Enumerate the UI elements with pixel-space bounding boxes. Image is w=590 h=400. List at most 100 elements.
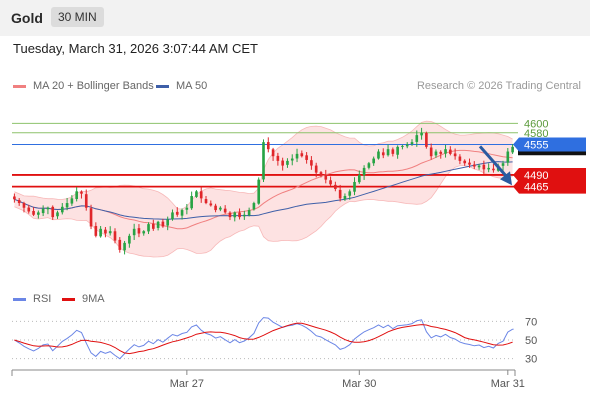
candle [434,149,438,158]
level-tag-bg-4465 [513,179,586,194]
candle-body [257,179,261,204]
candle [137,224,141,238]
candle-body [137,228,141,234]
candle [228,211,232,221]
candle-body [243,214,246,217]
candle [84,189,88,211]
rsi-ma-swatch [62,297,75,301]
candle-body [238,212,241,218]
candle [367,161,371,170]
ma20-swatch [13,84,26,88]
chart-header: Gold 30 MIN [0,0,590,36]
candle-body [391,149,395,154]
candle [506,147,510,166]
candle [37,210,40,219]
candle [185,204,189,215]
candle-body [300,153,304,157]
level-tag-4580: 4580 [524,128,548,140]
candle-body [156,221,160,228]
candle-body [175,211,179,215]
candle [472,161,476,170]
candle-body [32,210,35,215]
candle [420,127,423,140]
candle-body [276,155,280,161]
candle-body [305,155,308,160]
candle [329,176,332,186]
candle [338,184,342,202]
candle [425,131,428,149]
timeframe-button[interactable]: 30 MIN [51,7,104,27]
copyright: Research © 2026 Trading Central [416,80,581,92]
candle-body [334,184,337,189]
candle [51,205,55,220]
ma50-line [14,161,513,220]
candle-body [338,189,342,199]
candle-body [180,210,184,216]
candle [391,147,395,157]
candle [324,169,328,184]
candle [180,208,184,220]
candle-body [13,196,16,200]
candle-body [41,208,45,214]
candle [290,154,294,166]
candle-body [477,165,481,168]
candle [271,147,275,161]
candle [401,144,404,150]
rsi-swatch [13,297,26,301]
candle-body [281,160,284,166]
candle-body [113,231,117,241]
candle-body [94,225,98,236]
candle [80,190,83,199]
candle [405,142,409,149]
candle [118,237,122,253]
candle-body [468,162,471,165]
candle-body [286,160,289,165]
candle [343,193,347,201]
candle-body [362,167,366,176]
legend-rsi: RSI [13,293,51,305]
candle-body [108,231,112,234]
candle-body [449,149,452,154]
candle-body [372,158,375,164]
candle [99,225,102,238]
legend-rsi-label: RSI [33,293,52,305]
level-tag-bg-4490 [513,167,586,182]
candle [214,203,217,213]
candle-body [343,196,347,200]
candle-body [123,242,126,251]
rsi-line [14,317,513,360]
datetime-label: Tuesday, March 31, 2026 3:07:44 AM CET [13,41,258,56]
candle [128,233,131,248]
candle-body [314,165,318,173]
candle-body [482,164,486,170]
candle-body [166,219,170,226]
candle [372,156,375,166]
candle-body [262,142,265,180]
candle [381,148,385,159]
candle [295,148,299,163]
level-tag-4490: 4490 [524,170,548,182]
legend-rsi-ma: 9MA [62,293,105,305]
candle-body [511,146,514,153]
candle [449,146,452,156]
candle-body [99,228,102,237]
candle [171,209,174,221]
candle-body [501,163,505,166]
candle-body [118,239,122,250]
candle [233,211,237,222]
candle [353,177,356,196]
candle [108,226,112,236]
level-tag-bg-4555 [513,137,586,152]
candle [94,222,98,238]
candle [314,162,318,178]
candle [223,205,227,214]
candle [243,210,246,220]
candle [46,206,50,215]
candle-body [324,175,328,180]
legend-ma50-label: MA 50 [176,80,208,92]
candle [147,222,150,235]
candle [334,181,337,192]
candle-body [22,203,26,208]
candle-body [223,208,227,213]
